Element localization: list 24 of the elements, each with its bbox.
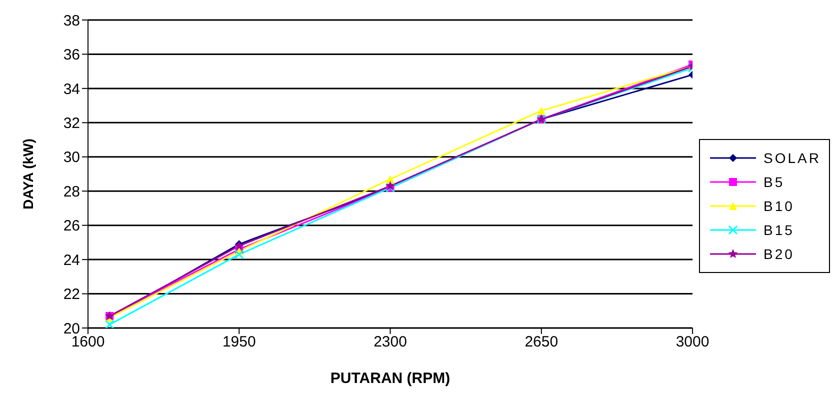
legend-label: SOLAR — [764, 150, 821, 166]
legend-label: B15 — [764, 222, 794, 238]
x-tick-label: 2650 — [524, 334, 558, 351]
legend-label: B5 — [764, 174, 785, 190]
y-tick-label: 26 — [63, 218, 80, 235]
y-tick-label: 24 — [63, 252, 80, 269]
point — [104, 320, 114, 328]
y-tick-label: 38 — [63, 12, 80, 30]
point — [386, 175, 394, 184]
y-tick-label: 36 — [63, 46, 80, 64]
y-tick-label: 32 — [63, 114, 80, 132]
y-tick-label: 34 — [63, 80, 80, 98]
y-tick-label: 28 — [63, 183, 80, 200]
y-tick-label: 22 — [63, 286, 80, 304]
x-axis-title: PUTARAN (RPM) — [330, 370, 450, 387]
legend-label: B10 — [764, 198, 794, 214]
x-tick-label: 1950 — [222, 334, 256, 351]
point — [234, 250, 244, 260]
y-axis-title: DAYA (kW) — [20, 138, 36, 210]
y-tick-label: 30 — [63, 149, 80, 166]
legend-label: B20 — [764, 246, 794, 262]
point — [537, 106, 546, 115]
x-tick-label: 3000 — [676, 334, 710, 351]
x-tick-label: 2300 — [374, 334, 407, 351]
